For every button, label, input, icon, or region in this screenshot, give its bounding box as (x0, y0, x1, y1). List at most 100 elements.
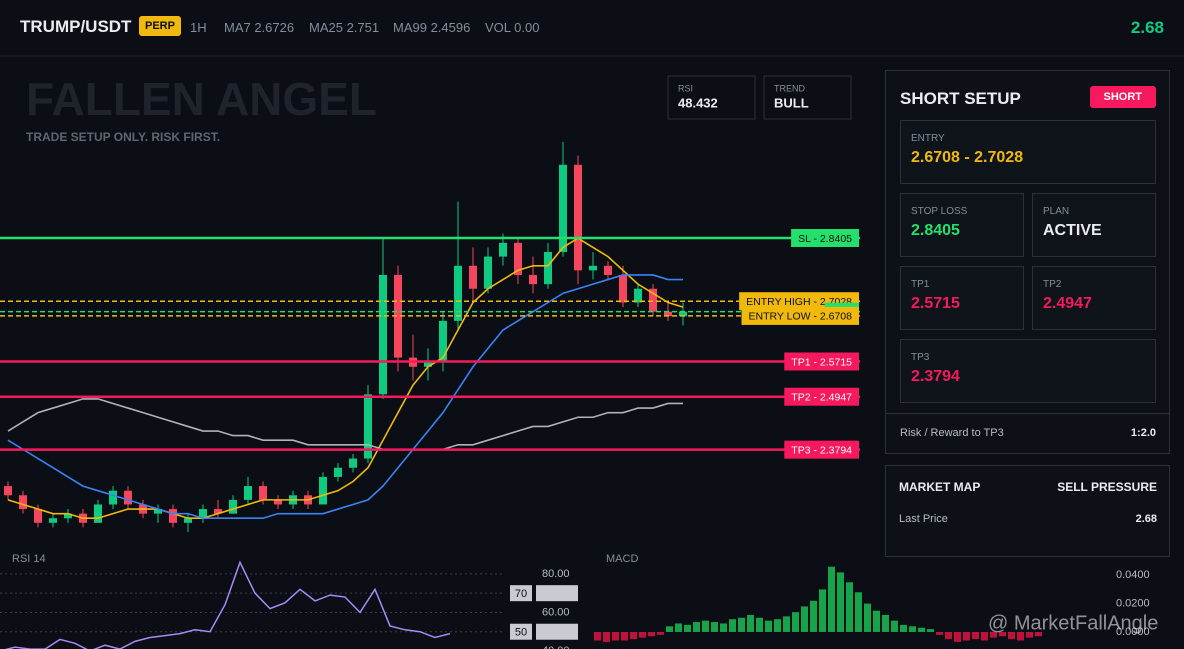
trend-box-label: TREND (774, 83, 805, 93)
level-value-box (536, 623, 578, 640)
level-tag: ENTRY LOW - 2.6708 (749, 311, 853, 323)
macd-bar (756, 617, 763, 632)
macd-bar (693, 622, 700, 632)
candle-body (94, 504, 102, 523)
y-tick-label: 0.0200 (1116, 598, 1150, 610)
market-map: MARKET MAP SELL PRESSURE Last Price 2.68 (885, 465, 1170, 557)
candle-body (19, 495, 27, 510)
sl-value: 2.8405 (911, 222, 960, 239)
level-box (510, 585, 532, 602)
level-tag-box (741, 306, 859, 325)
macd-bar (837, 572, 844, 632)
perp-badge: PERP (139, 16, 181, 36)
level-label: 50 (515, 627, 527, 639)
macd-bar (765, 620, 772, 632)
entry-label: ENTRY (911, 133, 945, 144)
volume: VOL 0.00 (485, 20, 540, 35)
macd-bar (810, 600, 817, 632)
macd-bar (891, 620, 898, 632)
moving-average (7, 398, 683, 451)
candle-body (424, 362, 432, 367)
symbol: TRUMP/USDT (20, 17, 132, 36)
macd-bar (864, 603, 871, 632)
macd-bar (648, 631, 655, 637)
candle-body (604, 265, 612, 275)
tp1-label: TP1 (911, 279, 930, 290)
candle-body (439, 320, 447, 363)
candle-body (499, 242, 507, 257)
rr-label: Risk / Reward to TP3 (900, 427, 1004, 439)
candle-body (274, 499, 282, 505)
y-tick-label: 0.0000 (1116, 626, 1150, 638)
candle-body (199, 509, 207, 519)
candle-body (484, 256, 492, 289)
candle-body (64, 513, 72, 519)
level-tag-box (784, 352, 859, 371)
plan-label: PLAN (1043, 206, 1070, 217)
macd-bar (684, 624, 691, 632)
macd-bar (927, 629, 934, 632)
level-tag: TP3 - 2.3794 (791, 444, 852, 456)
macd-bar (972, 631, 979, 640)
macd-bar (603, 631, 610, 642)
plan-card: PLAN ACTIVE (1032, 193, 1156, 257)
candle-body (4, 486, 12, 496)
candle-body (349, 458, 357, 468)
sl-card: STOP LOSS 2.8405 (900, 193, 1024, 257)
plan-value: ACTIVE (1043, 222, 1102, 239)
y-tick-label: 80.00 (542, 568, 570, 580)
candle-body (619, 274, 627, 303)
candle-body (229, 499, 237, 514)
candle-body (394, 274, 402, 358)
macd-bar (1008, 631, 1015, 640)
candle-body (334, 467, 342, 477)
macd-bar (900, 624, 907, 632)
macd-bar (792, 612, 799, 632)
level-value-box (536, 585, 578, 602)
moving-average (7, 274, 683, 520)
tp3-card: TP3 2.3794 (900, 339, 1156, 403)
macd-bar (711, 622, 718, 632)
macd-bar (729, 619, 736, 632)
macd-bar (774, 619, 781, 632)
candle-body (124, 490, 132, 505)
candle-body (214, 509, 222, 514)
candle-body (169, 509, 177, 523)
macd-bar (873, 610, 880, 632)
macd-bar (702, 620, 709, 632)
macd-bar (963, 631, 970, 641)
macd-bar (855, 592, 862, 632)
candle-body (379, 274, 387, 395)
macd-bar (819, 589, 826, 632)
macd-bar (747, 614, 754, 632)
candle-body (679, 311, 687, 317)
level-tag: TP2 - 2.4947 (791, 392, 852, 404)
macd-bar (666, 626, 673, 632)
entry-card: ENTRY 2.6708 - 2.7028 (900, 120, 1156, 184)
macd-bar (594, 631, 601, 641)
ma7: MA7 2.6726 (224, 20, 295, 35)
rsi-box (667, 75, 756, 120)
candle-body (49, 518, 57, 523)
level-tag-box (784, 387, 859, 406)
ma25: MA25 2.751 (309, 20, 380, 35)
y-tick-label: 40.00 (542, 645, 570, 649)
panel-title: SHORT SETUP (900, 89, 1021, 108)
entry-value: 2.6708 - 2.7028 (911, 149, 1024, 166)
market-map-title: MARKET MAP (899, 480, 981, 494)
macd-bar (882, 614, 889, 632)
trend-box (763, 75, 852, 120)
macd-bar (909, 626, 916, 632)
rsi-box-label: RSI (678, 83, 693, 93)
level-tag-box (784, 440, 859, 459)
macd-bar (846, 582, 853, 632)
candle-body (259, 486, 267, 500)
last-price-label: Last Price (899, 513, 948, 525)
candle-body (454, 265, 462, 321)
macd-title: MACD (606, 553, 638, 565)
trend-box-value: BULL (774, 95, 809, 110)
candle-body (154, 509, 162, 514)
macd-bar (936, 631, 943, 635)
macd-bar (1026, 631, 1033, 638)
candle-body (469, 265, 477, 289)
